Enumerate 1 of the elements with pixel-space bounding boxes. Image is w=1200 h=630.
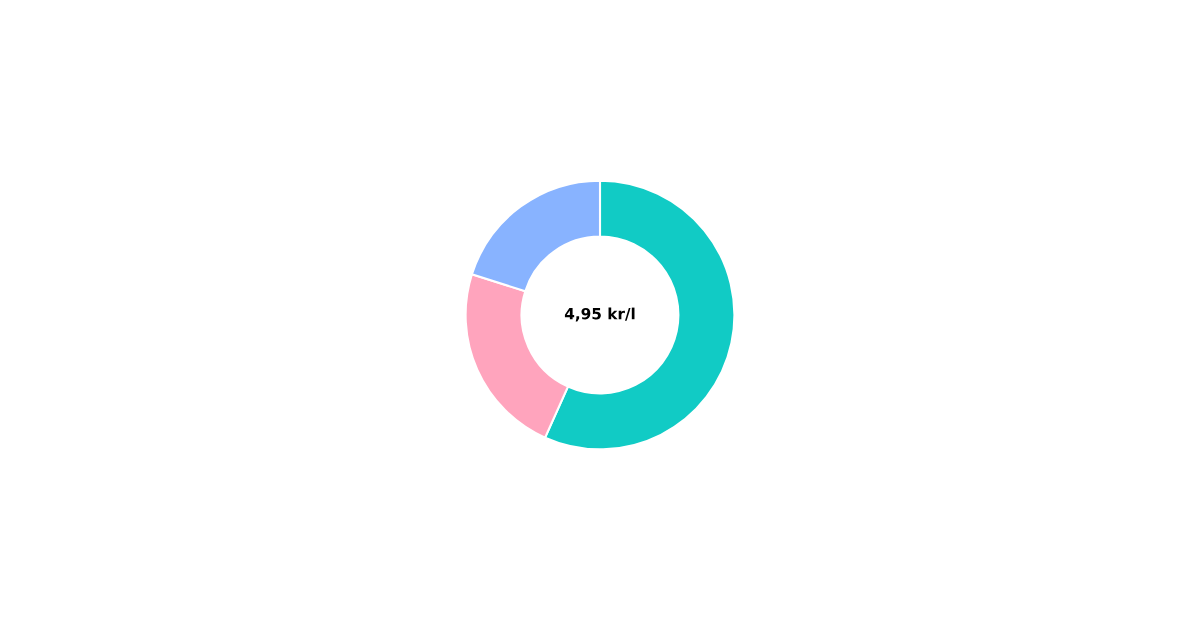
text: 4,95 kr/l (564, 307, 635, 322)
